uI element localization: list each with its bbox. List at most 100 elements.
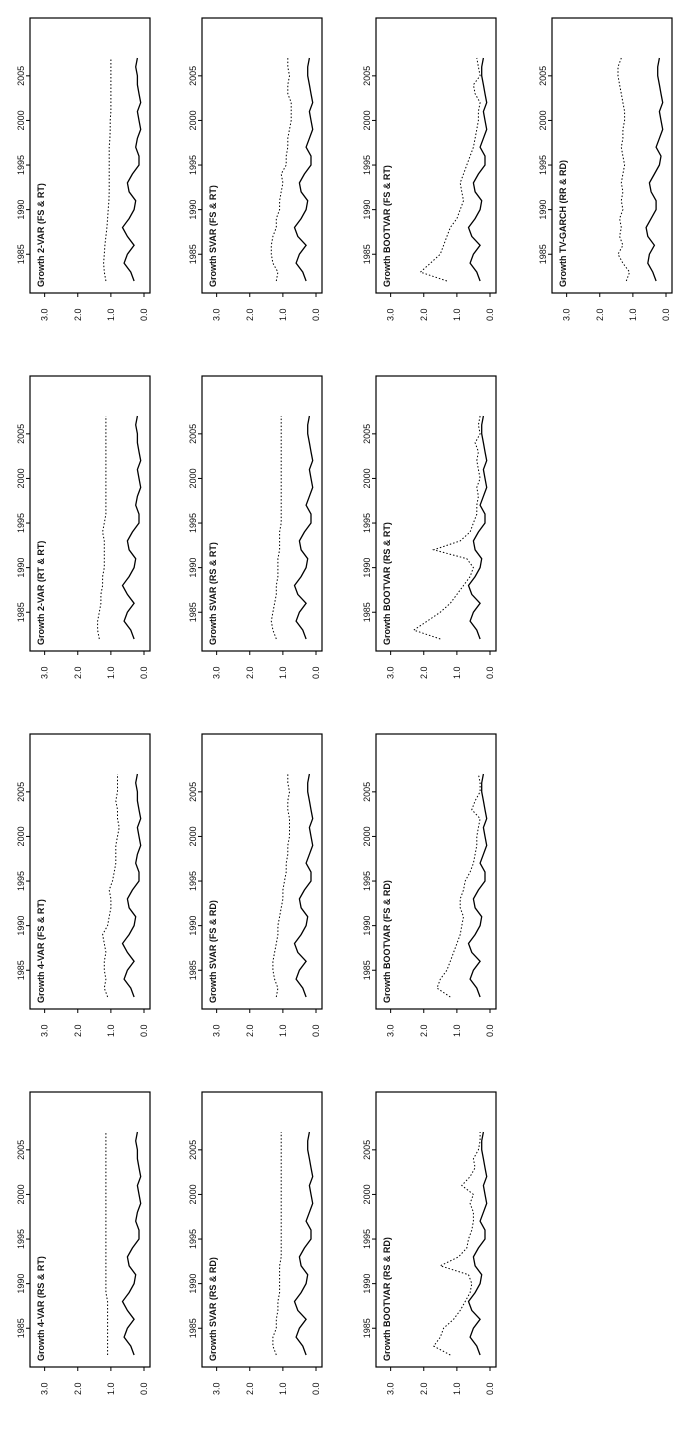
panel-frame bbox=[201, 1091, 323, 1368]
year-tick-label: 1995 bbox=[538, 155, 548, 175]
year-tick-label: 1995 bbox=[362, 871, 372, 891]
panel-12: Growth SVAR (RS & RD) 0.0 1.0 2.0 3.0 1985 199… bbox=[188, 1091, 323, 1395]
year-tick-label: 1995 bbox=[362, 155, 372, 175]
series-solid-line bbox=[467, 415, 488, 640]
year-tick-label: 1985 bbox=[362, 602, 372, 622]
panel-title: Growth 2-VAR (FS & RT) bbox=[36, 183, 46, 287]
year-tick-label: 2000 bbox=[188, 468, 198, 488]
value-tick-label: 3.0 bbox=[40, 1382, 50, 1395]
year-tick-label: 1985 bbox=[362, 960, 372, 980]
year-tick-label: 2005 bbox=[188, 782, 198, 802]
value-tick-label: 0.0 bbox=[311, 308, 321, 321]
year-tick-label: 2000 bbox=[362, 826, 372, 846]
value-tick-label: 0.0 bbox=[661, 308, 671, 321]
series-dotted-line bbox=[272, 774, 291, 998]
panel-2: Growth SVAR (FS & RT) 0.0 1.0 2.0 3.0 1985 199… bbox=[188, 17, 323, 321]
panel-frame bbox=[201, 17, 323, 294]
series-dotted-line bbox=[105, 1132, 109, 1355]
year-tick-label: 1985 bbox=[538, 244, 548, 264]
panel-frame bbox=[375, 375, 497, 652]
year-tick-label: 2000 bbox=[16, 468, 26, 488]
series-dotted-line bbox=[102, 774, 120, 998]
value-tick-label: 1.0 bbox=[628, 308, 638, 321]
value-tick-label: 3.0 bbox=[40, 1024, 50, 1037]
panel-title: Growth BOOTVAR (RS & RT) bbox=[382, 522, 392, 645]
value-tick-label: 2.0 bbox=[419, 308, 429, 321]
panel-1: Growth 2-VAR (FS & RT) 0.0 1.0 2.0 3.0 1985 19… bbox=[16, 17, 151, 321]
panel-frame bbox=[201, 375, 323, 652]
series-solid-line bbox=[645, 57, 664, 282]
year-tick-label: 1985 bbox=[16, 244, 26, 264]
value-tick-label: 3.0 bbox=[40, 666, 50, 679]
value-tick-label: 3.0 bbox=[212, 1024, 222, 1037]
panel-frame bbox=[375, 1091, 497, 1368]
panel-title: Growth 2-VAR (RT & RT) bbox=[36, 541, 46, 645]
year-tick-label: 2005 bbox=[16, 782, 26, 802]
value-tick-label: 1.0 bbox=[278, 666, 288, 679]
year-tick-label: 1995 bbox=[188, 155, 198, 175]
series-solid-line bbox=[293, 57, 314, 282]
value-tick-label: 0.0 bbox=[311, 1024, 321, 1037]
panel-frame bbox=[29, 733, 151, 1010]
series-solid-line bbox=[293, 415, 314, 640]
value-tick-label: 3.0 bbox=[386, 308, 396, 321]
panel-title: Growth BOOTVAR (FS & RT) bbox=[382, 165, 392, 287]
year-tick-label: 1990 bbox=[188, 916, 198, 936]
year-tick-label: 2005 bbox=[538, 66, 548, 86]
year-tick-label: 1995 bbox=[188, 513, 198, 533]
series-dotted-line bbox=[270, 416, 282, 640]
series-dotted-line bbox=[436, 773, 481, 998]
year-tick-label: 1990 bbox=[538, 200, 548, 220]
panel-5: Growth 2-VAR (RT & RT) 0.0 1.0 2.0 3.0 1985 19… bbox=[16, 375, 151, 679]
panel-3: Growth BOOTVAR (FS & RT) 0.0 1.0 2.0 3.0 1985… bbox=[362, 17, 497, 321]
value-tick-label: 3.0 bbox=[562, 308, 572, 321]
year-tick-label: 1985 bbox=[362, 1318, 372, 1338]
value-tick-label: 3.0 bbox=[386, 666, 396, 679]
value-tick-label: 1.0 bbox=[106, 1382, 116, 1395]
value-tick-label: 0.0 bbox=[311, 666, 321, 679]
panel-frame bbox=[375, 733, 497, 1010]
value-tick-label: 1.0 bbox=[452, 1382, 462, 1395]
panel-11: Growth 4-VAR (RS & RT) 0.0 1.0 2.0 3.0 1985 19… bbox=[16, 1091, 151, 1395]
year-tick-label: 1985 bbox=[188, 960, 198, 980]
year-tick-label: 1985 bbox=[16, 1318, 26, 1338]
year-tick-label: 2000 bbox=[16, 826, 26, 846]
series-dotted-line bbox=[272, 1132, 282, 1356]
series-solid-line bbox=[467, 1131, 488, 1356]
year-tick-label: 1985 bbox=[362, 244, 372, 264]
value-tick-label: 2.0 bbox=[419, 1024, 429, 1037]
year-tick-label: 1990 bbox=[188, 558, 198, 578]
panel-8: Growth 4-VAR (FS & RT) 0.0 1.0 2.0 3.0 1985 19… bbox=[16, 733, 151, 1037]
year-tick-label: 2005 bbox=[188, 424, 198, 444]
value-tick-label: 2.0 bbox=[73, 1382, 83, 1395]
year-tick-label: 2000 bbox=[362, 110, 372, 130]
panel-title: Growth SVAR (RS & RD) bbox=[208, 1257, 218, 1361]
year-tick-label: 1990 bbox=[16, 916, 26, 936]
series-solid-line bbox=[467, 773, 488, 998]
year-tick-label: 1995 bbox=[16, 513, 26, 533]
value-tick-label: 0.0 bbox=[139, 308, 149, 321]
series-dotted-line bbox=[412, 415, 481, 640]
value-tick-label: 1.0 bbox=[278, 1024, 288, 1037]
year-tick-label: 1995 bbox=[188, 1229, 198, 1249]
panel-title: Growth BOOTVAR (RS & RD) bbox=[382, 1237, 392, 1361]
year-tick-label: 2000 bbox=[16, 1184, 26, 1204]
series-dotted-line bbox=[97, 416, 107, 640]
series-solid-line bbox=[121, 57, 142, 282]
year-tick-label: 1995 bbox=[16, 1229, 26, 1249]
value-tick-label: 2.0 bbox=[419, 666, 429, 679]
year-tick-label: 1995 bbox=[16, 871, 26, 891]
year-tick-label: 2005 bbox=[362, 424, 372, 444]
series-solid-line bbox=[121, 773, 142, 998]
series-dotted-line bbox=[432, 1132, 481, 1356]
year-tick-label: 2005 bbox=[362, 66, 372, 86]
series-solid-line bbox=[293, 773, 314, 998]
value-tick-label: 1.0 bbox=[278, 1382, 288, 1395]
panel-title: Growth 4-VAR (FS & RT) bbox=[36, 899, 46, 1003]
panel-title: Growth SVAR (FS & RD) bbox=[208, 900, 218, 1003]
panel-title: Growth SVAR (RS & RT) bbox=[208, 542, 218, 645]
year-tick-label: 1995 bbox=[362, 1229, 372, 1249]
value-tick-label: 0.0 bbox=[485, 1382, 495, 1395]
year-tick-label: 1995 bbox=[362, 513, 372, 533]
